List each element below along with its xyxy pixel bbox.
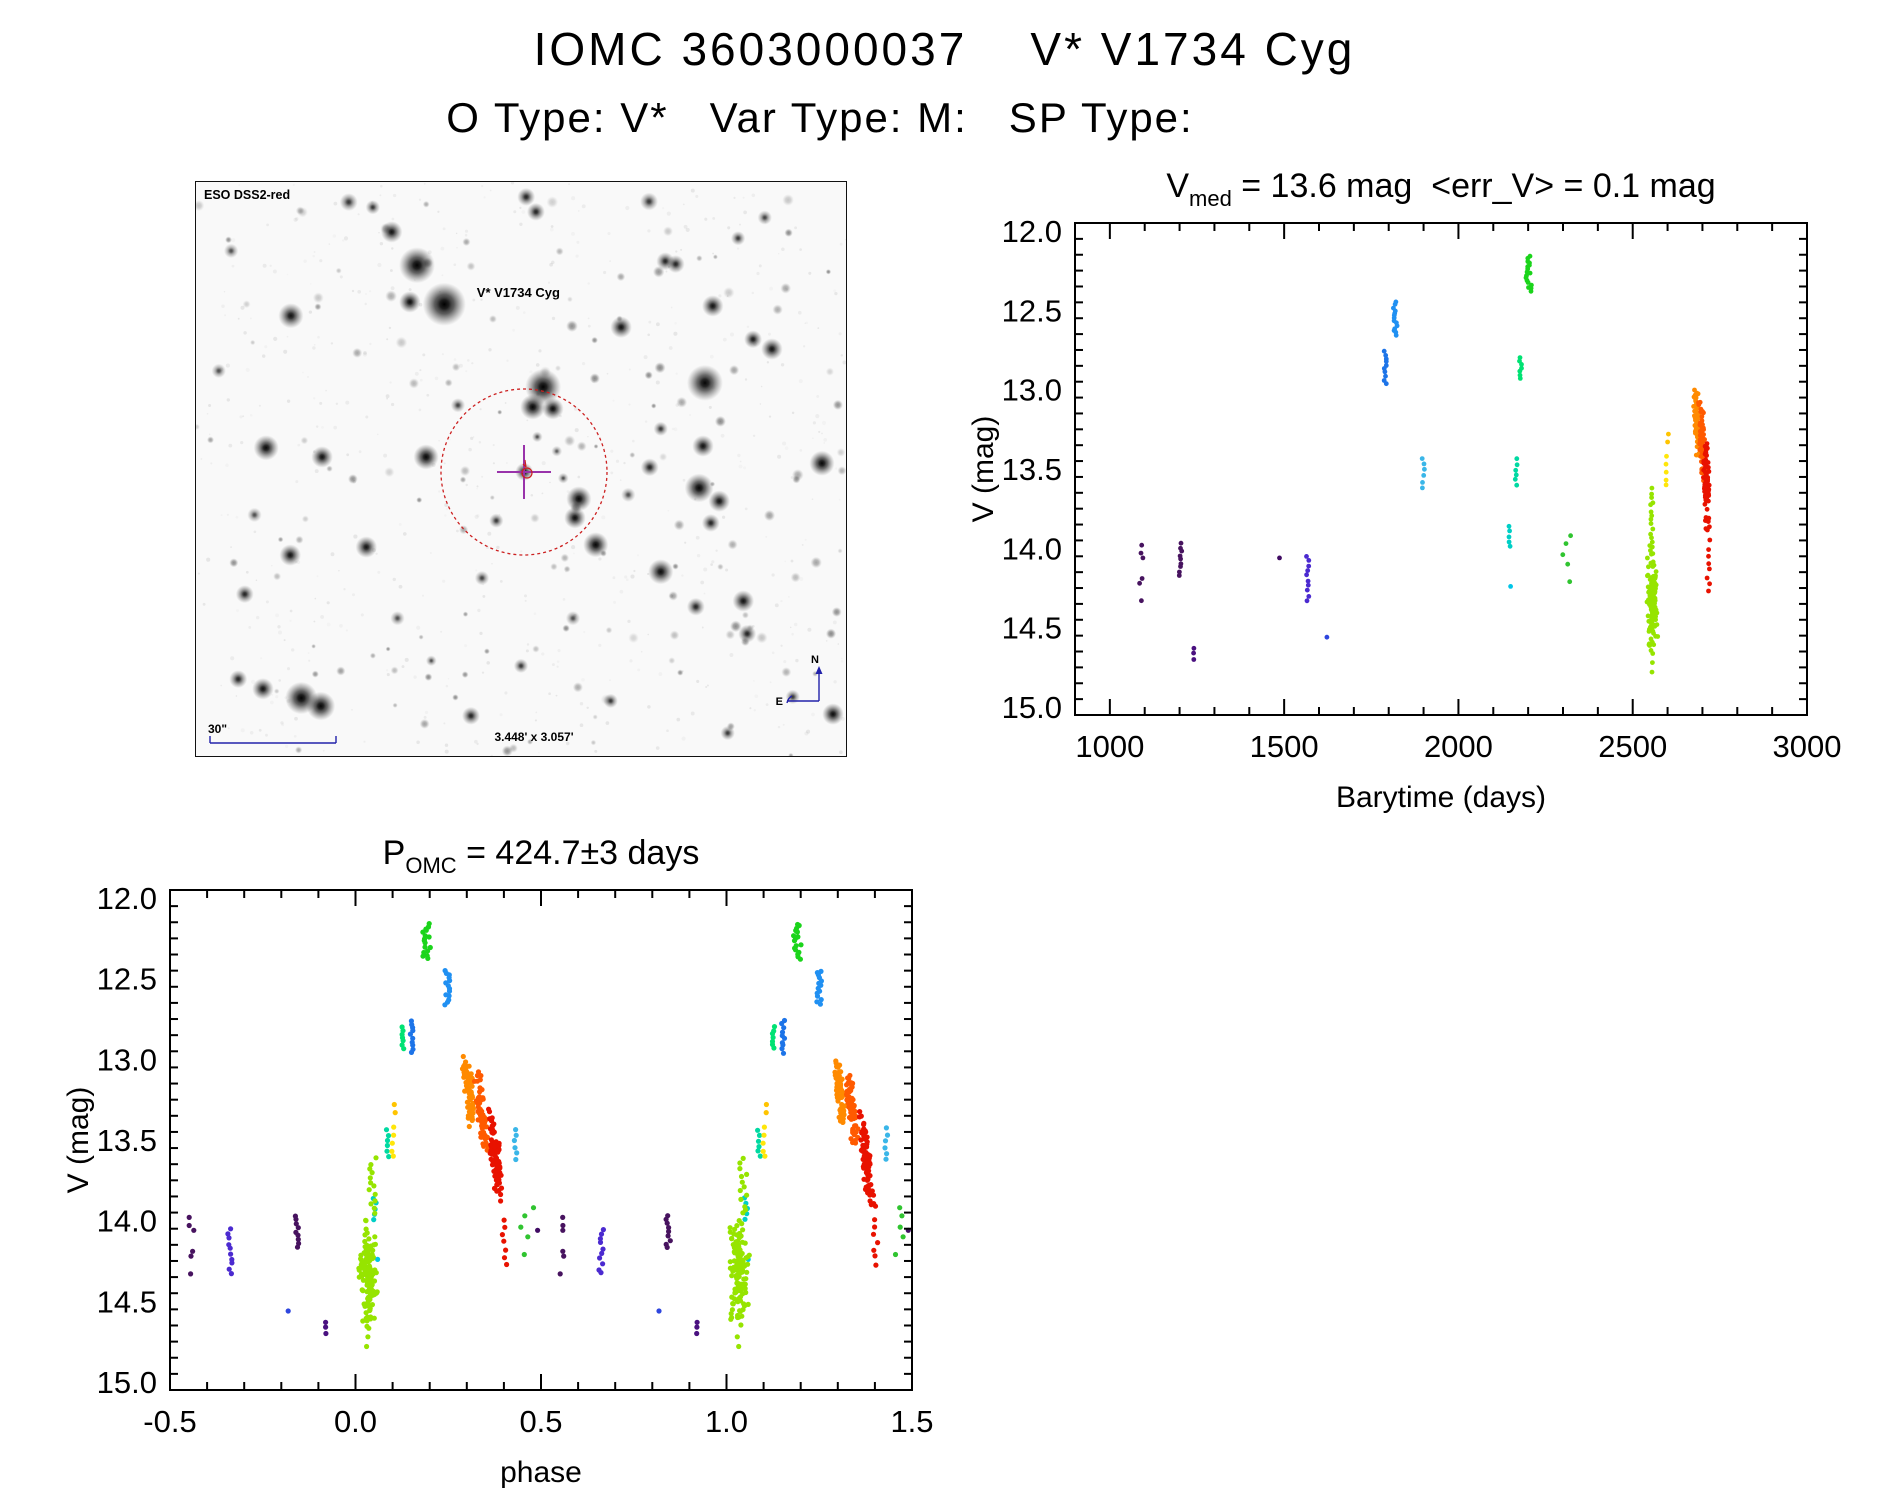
page-subtitle: O Type: V* Var Type: M: SP Type: xyxy=(446,94,1194,141)
svg-text:14.0: 14.0 xyxy=(97,1204,157,1239)
phase-folded-plot: -0.5 0.0 0.5 1.0 1.5 12.0 12.5 13.0 13.5 14.0 14.5… xyxy=(62,834,934,1489)
target-label: V* V1734 Cyg xyxy=(477,285,560,300)
survey-label: ESO DSS2-red xyxy=(204,188,290,202)
svg-text:1.0: 1.0 xyxy=(705,1404,748,1439)
svg-text:2000: 2000 xyxy=(1424,729,1493,764)
svg-text:0.0: 0.0 xyxy=(334,1404,377,1439)
target-circle xyxy=(440,388,608,556)
svg-text:12.0: 12.0 xyxy=(1002,214,1062,249)
svg-text:15.0: 15.0 xyxy=(97,1365,157,1400)
axes-frame xyxy=(1074,222,1808,716)
svg-text:14.0: 14.0 xyxy=(1002,531,1062,566)
svg-text:15.0: 15.0 xyxy=(1002,690,1062,725)
tick-labels: -0.5 0.0 0.5 1.0 1.5 12.0 12.5 13.0 13.5 14.0 14.5… xyxy=(97,881,934,1439)
svg-text:14.5: 14.5 xyxy=(1002,611,1062,646)
star-layer xyxy=(211,187,844,741)
target-crosshair xyxy=(496,444,551,499)
tick-labels: 1000 1500 2000 2500 3000 12.0 12.5 13.0 13.5 14.0… xyxy=(1002,214,1842,764)
svg-text:2500: 2500 xyxy=(1598,729,1667,764)
svg-text:12.5: 12.5 xyxy=(1002,293,1062,328)
svg-text:1.5: 1.5 xyxy=(890,1404,933,1439)
svg-text:13.0: 13.0 xyxy=(97,1042,157,1077)
axes-frame xyxy=(169,889,913,1391)
svg-text:14.5: 14.5 xyxy=(97,1284,157,1319)
faint-star-layer xyxy=(196,194,846,756)
finder-chart-image: ESO DSS2-red V* V1734 Cyg 30" 3.448' x 3.05… xyxy=(195,181,847,757)
plot-time-title: Vmed = 13.6 mag <err_V> = 0.1 mag xyxy=(1166,167,1715,211)
plot-time-ylabel: V (mag) xyxy=(967,416,1000,523)
scalebar xyxy=(209,736,337,744)
scalebar-label: 30" xyxy=(208,722,227,736)
svg-text:1000: 1000 xyxy=(1075,729,1144,764)
plot-phase-xlabel: phase xyxy=(500,1456,582,1489)
svg-text:13.0: 13.0 xyxy=(1002,373,1062,408)
compass xyxy=(786,666,823,704)
svg-text:12.0: 12.0 xyxy=(97,881,157,916)
light-curve-plot: 1000 1500 2000 2500 3000 12.0 12.5 13.0 13.5 14.0… xyxy=(967,167,1842,814)
data-points xyxy=(186,921,911,1350)
svg-text:-0.5: -0.5 xyxy=(143,1404,196,1439)
svg-text:0.5: 0.5 xyxy=(519,1404,562,1439)
svg-text:1500: 1500 xyxy=(1250,729,1319,764)
plot-phase-ylabel: V (mag) xyxy=(62,1087,95,1194)
data-points xyxy=(1137,253,1713,675)
compass-east-label: E xyxy=(776,696,783,708)
plot-phase-title: POMC = 424.7±3 days xyxy=(383,834,700,878)
svg-text:3000: 3000 xyxy=(1773,729,1842,764)
target-marker xyxy=(521,459,533,479)
fov-label: 3.448' x 3.057' xyxy=(494,730,573,744)
plot-time-xlabel: Barytime (days) xyxy=(1336,781,1546,814)
svg-text:12.5: 12.5 xyxy=(97,962,157,997)
svg-text:13.5: 13.5 xyxy=(1002,452,1062,487)
svg-text:13.5: 13.5 xyxy=(97,1123,157,1158)
compass-north-label: N xyxy=(811,654,819,666)
page-title: IOMC 3603000037 V* V1734 Cyg xyxy=(533,23,1356,75)
